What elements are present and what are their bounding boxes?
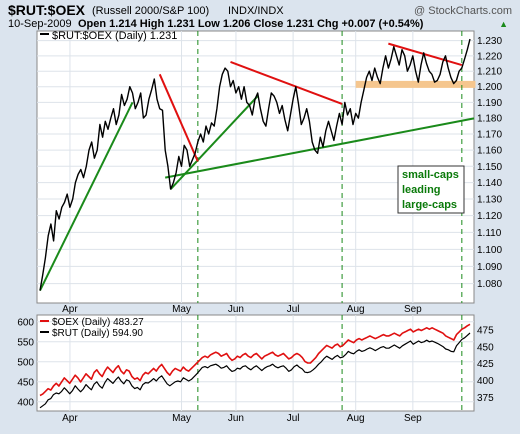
main-y-axis: 1.080 1.090 1.100 1.110 1.120 1.130 1.140 1.150… bbox=[477, 36, 502, 290]
main-y-tick-label: 1.130 bbox=[477, 195, 502, 206]
downtrend-line bbox=[388, 42, 463, 67]
main-y-tick-label: 1.080 bbox=[477, 279, 502, 290]
oex-legend-swatch bbox=[40, 320, 49, 322]
lower-x-tick-label: Sep bbox=[404, 413, 422, 424]
annotation-box bbox=[397, 165, 465, 214]
main-x-tick-label: Jul bbox=[287, 304, 300, 315]
annotation-line-3: large-caps bbox=[402, 199, 457, 211]
main-y-tick-label: 1.100 bbox=[477, 245, 502, 256]
lower-left-tick-label: 550 bbox=[17, 337, 34, 348]
main-y-tick-label: 1.190 bbox=[477, 98, 502, 109]
main-x-tick-label: May bbox=[172, 304, 191, 315]
lower-left-tick-label: 400 bbox=[17, 397, 34, 408]
main-legend-swatch bbox=[40, 33, 49, 35]
main-series bbox=[39, 38, 471, 291]
chart-exchange: INDX/INDX bbox=[228, 5, 284, 17]
main-y-tick-label: 1.200 bbox=[477, 82, 502, 93]
main-y-tick-label: 1.160 bbox=[477, 146, 502, 157]
rut-line bbox=[39, 332, 471, 409]
lower-left-tick-label: 450 bbox=[17, 377, 34, 388]
downtrend-line bbox=[230, 61, 343, 105]
main-y-tick-label: 1.110 bbox=[477, 228, 502, 239]
watermark: @ StockCharts.com bbox=[414, 5, 512, 17]
rut-legend: $RUT (Daily) 594.90 bbox=[52, 328, 143, 339]
main-x-tick-label: Apr bbox=[62, 304, 78, 315]
main-y-tick-label: 1.120 bbox=[477, 211, 502, 222]
main-y-tick-label: 1.210 bbox=[477, 67, 502, 78]
main-x-tick-label: Jun bbox=[228, 304, 244, 315]
uptrend-line bbox=[39, 101, 134, 291]
lower-x-tick-label: Jun bbox=[228, 413, 244, 424]
lower-x-axis: Apr May Jun Jul Aug Sep bbox=[62, 413, 422, 424]
lower-left-tick-label: 600 bbox=[17, 317, 34, 328]
chart-description: (Russell 2000/S&P 100) bbox=[92, 5, 209, 17]
main-y-tick-label: 1.230 bbox=[477, 36, 502, 47]
annotation-line-1: small-caps bbox=[402, 169, 459, 181]
lower-x-tick-label: May bbox=[172, 413, 191, 424]
main-x-tick-label: Sep bbox=[404, 304, 422, 315]
ratio-line bbox=[39, 38, 471, 291]
lower-right-tick-label: 400 bbox=[477, 376, 494, 387]
lower-left-tick-label: 500 bbox=[17, 357, 34, 368]
lower-left-axis: 400 450 500 550 600 bbox=[17, 317, 34, 408]
lower-right-axis: 375 400 425 450 475 bbox=[477, 325, 494, 404]
annotation-line-2: leading bbox=[402, 184, 441, 196]
main-y-tick-label: 1.180 bbox=[477, 114, 502, 125]
chart-symbol: $RUT:$OEX bbox=[8, 2, 86, 18]
lower-grid bbox=[37, 315, 474, 411]
oex-legend: $OEX (Daily) 483.27 bbox=[52, 317, 144, 328]
quote-line: Open 1.214 High 1.231 Low 1.206 Close 1.… bbox=[78, 18, 424, 30]
lower-right-tick-label: 450 bbox=[477, 342, 494, 353]
trendlines bbox=[39, 42, 475, 291]
support-band-rect bbox=[355, 80, 476, 88]
change-up-icon: ▲ bbox=[499, 19, 508, 29]
lower-right-tick-label: 475 bbox=[477, 325, 494, 336]
quote-date: 10-Sep-2009 bbox=[8, 18, 72, 30]
lower-panel bbox=[36, 314, 475, 412]
rut-legend-swatch bbox=[40, 331, 49, 333]
lower-series bbox=[39, 323, 471, 409]
downtrend-line bbox=[158, 73, 199, 162]
lower-x-tick-label: Jul bbox=[287, 413, 300, 424]
support-band bbox=[355, 80, 476, 88]
lower-x-tick-label: Apr bbox=[62, 413, 78, 424]
main-legend: $RUT:$OEX (Daily) 1.231 bbox=[52, 30, 177, 42]
main-y-tick-label: 1.090 bbox=[477, 262, 502, 273]
main-y-tick-label: 1.220 bbox=[477, 51, 502, 62]
main-y-tick-label: 1.170 bbox=[477, 130, 502, 141]
main-x-axis: Apr May Jun Jul Aug Sep bbox=[62, 304, 422, 315]
main-x-tick-label: Aug bbox=[347, 304, 365, 315]
lower-right-tick-label: 425 bbox=[477, 359, 494, 370]
lower-x-tick-label: Aug bbox=[347, 413, 365, 424]
uptrend-line bbox=[165, 117, 475, 179]
lower-right-tick-label: 375 bbox=[477, 393, 494, 404]
main-y-tick-label: 1.150 bbox=[477, 162, 502, 173]
oex-line bbox=[39, 323, 471, 397]
main-y-tick-label: 1.140 bbox=[477, 178, 502, 189]
